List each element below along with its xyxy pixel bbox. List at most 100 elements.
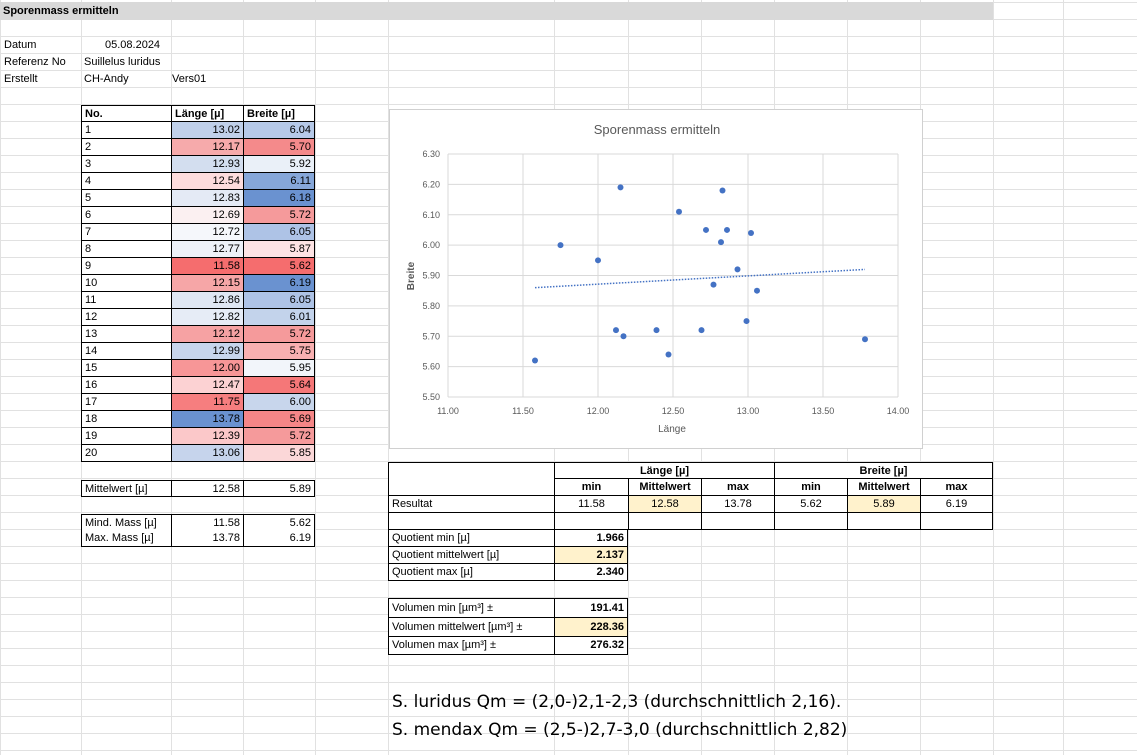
row-breite-cell[interactable]: 5.62 [243,258,315,275]
mittelwert-laenge[interactable]: 12.58 [171,480,243,497]
version-value[interactable]: Vers01 [172,73,207,85]
chart-point[interactable] [620,333,627,340]
breite-max-header[interactable]: max [920,479,993,496]
row-laenge-cell[interactable]: 12.72 [171,224,243,241]
result-empty-cell[interactable] [847,513,920,530]
resultat-laenge-min[interactable]: 11.58 [554,496,628,513]
volumen-min-label[interactable]: Volumen min [µm³] ± [388,598,554,618]
row-no-cell[interactable]: 17 [81,394,171,411]
row-breite-cell[interactable]: 6.05 [243,224,315,241]
chart-point[interactable] [719,187,726,194]
mittelwert-label[interactable]: Mittelwert [µ] [81,480,171,497]
row-no-cell[interactable]: 19 [81,428,171,445]
row-breite-cell[interactable]: 5.95 [243,360,315,377]
row-laenge-cell[interactable]: 12.12 [171,326,243,343]
quotient-max-label[interactable]: Quotient max [µ] [388,564,554,581]
row-breite-cell[interactable]: 6.19 [243,275,315,292]
quotient-mittel-value[interactable]: 2.137 [554,547,628,564]
row-no-cell[interactable]: 6 [81,207,171,224]
chart-point[interactable] [718,239,724,246]
row-no-cell[interactable]: 15 [81,360,171,377]
max-mass-label[interactable]: Max. Mass [µ] [81,530,171,547]
volumen-max-value[interactable]: 276.32 [554,637,628,655]
row-breite-cell[interactable]: 5.92 [243,156,315,173]
result-empty-cell[interactable] [774,513,847,530]
row-no-cell[interactable]: 3 [81,156,171,173]
quotient-mittel-label[interactable]: Quotient mittelwert [µ] [388,547,554,564]
row-laenge-cell[interactable]: 12.00 [171,360,243,377]
result-sub-empty[interactable] [388,479,554,496]
mittelwert-breite[interactable]: 5.89 [243,480,315,497]
mind-mass-breite[interactable]: 5.62 [243,514,315,531]
row-no-cell[interactable]: 1 [81,122,171,139]
row-laenge-cell[interactable]: 13.06 [171,445,243,462]
chart-point[interactable] [665,351,672,358]
row-no-cell[interactable]: 16 [81,377,171,394]
quotient-max-value[interactable]: 2.340 [554,564,628,581]
row-laenge-cell[interactable]: 12.77 [171,241,243,258]
volumen-mittel-label[interactable]: Volumen mittelwert [µm³] ± [388,618,554,637]
row-laenge-cell[interactable]: 12.99 [171,343,243,360]
row-no-cell[interactable]: 14 [81,343,171,360]
row-laenge-cell[interactable]: 13.78 [171,411,243,428]
chart-point[interactable] [754,287,760,294]
chart-point[interactable] [724,226,730,233]
result-empty-cell[interactable] [701,513,774,530]
row-laenge-cell[interactable]: 12.86 [171,292,243,309]
chart-point[interactable] [862,336,868,343]
row-no-cell[interactable]: 10 [81,275,171,292]
row-no-cell[interactable]: 8 [81,241,171,258]
chart-point[interactable] [617,184,624,191]
row-breite-cell[interactable]: 5.75 [243,343,315,360]
resultat-label[interactable]: Resultat [388,496,554,513]
laenge-min-header[interactable]: min [554,479,628,496]
row-breite-cell[interactable]: 5.87 [243,241,315,258]
row-no-cell[interactable]: 12 [81,309,171,326]
result-empty-cell[interactable] [920,513,993,530]
row-breite-cell[interactable]: 5.69 [243,411,315,428]
chart-point[interactable] [743,318,750,325]
result-breite-header[interactable]: Breite [µ] [774,462,993,479]
chart-point[interactable] [676,208,682,215]
volumen-mittel-value[interactable]: 228.36 [554,618,628,637]
resultat-laenge-mittel[interactable]: 12.58 [628,496,701,513]
chart-point[interactable] [710,281,717,288]
erstellt-value[interactable]: CH-Andy [84,73,129,85]
resultat-breite-mittel[interactable]: 5.89 [847,496,920,513]
chart-point[interactable] [653,327,660,334]
laenge-mittel-header[interactable]: Mittelwert [628,479,701,496]
row-no-cell[interactable]: 13 [81,326,171,343]
breite-mittel-header[interactable]: Mittelwert [847,479,920,496]
datum-value[interactable]: 05.08.2024 [105,39,161,51]
result-empty-row[interactable] [388,513,554,530]
row-breite-cell[interactable]: 6.04 [243,122,315,139]
sheet-title[interactable]: Sporenmass ermitteln [0,2,993,20]
chart-point[interactable] [613,327,619,334]
row-breite-cell[interactable]: 5.85 [243,445,315,462]
row-breite-cell[interactable]: 5.70 [243,139,315,156]
chart-point[interactable] [698,327,705,334]
row-laenge-cell[interactable]: 12.47 [171,377,243,394]
referenz-value[interactable]: Suillelus luridus [84,56,161,68]
max-mass-laenge[interactable]: 13.78 [171,530,243,547]
max-mass-breite[interactable]: 6.19 [243,530,315,547]
volumen-max-label[interactable]: Volumen max [µm³] ± [388,637,554,655]
row-laenge-cell[interactable]: 12.39 [171,428,243,445]
chart-point[interactable] [748,229,754,236]
result-laenge-header[interactable]: Länge [µ] [554,462,774,479]
header-breite[interactable]: Breite [µ] [243,105,315,122]
header-no[interactable]: No. [81,105,171,122]
row-breite-cell[interactable]: 6.18 [243,190,315,207]
laenge-max-header[interactable]: max [701,479,774,496]
chart-point[interactable] [595,257,601,264]
row-breite-cell[interactable]: 6.11 [243,173,315,190]
mind-mass-laenge[interactable]: 11.58 [171,514,243,531]
row-laenge-cell[interactable]: 12.17 [171,139,243,156]
row-breite-cell[interactable]: 6.00 [243,394,315,411]
result-empty-cell[interactable] [554,513,628,530]
row-laenge-cell[interactable]: 12.15 [171,275,243,292]
row-laenge-cell[interactable]: 11.75 [171,394,243,411]
row-laenge-cell[interactable]: 12.93 [171,156,243,173]
row-no-cell[interactable]: 5 [81,190,171,207]
quotient-min-value[interactable]: 1.966 [554,530,628,547]
